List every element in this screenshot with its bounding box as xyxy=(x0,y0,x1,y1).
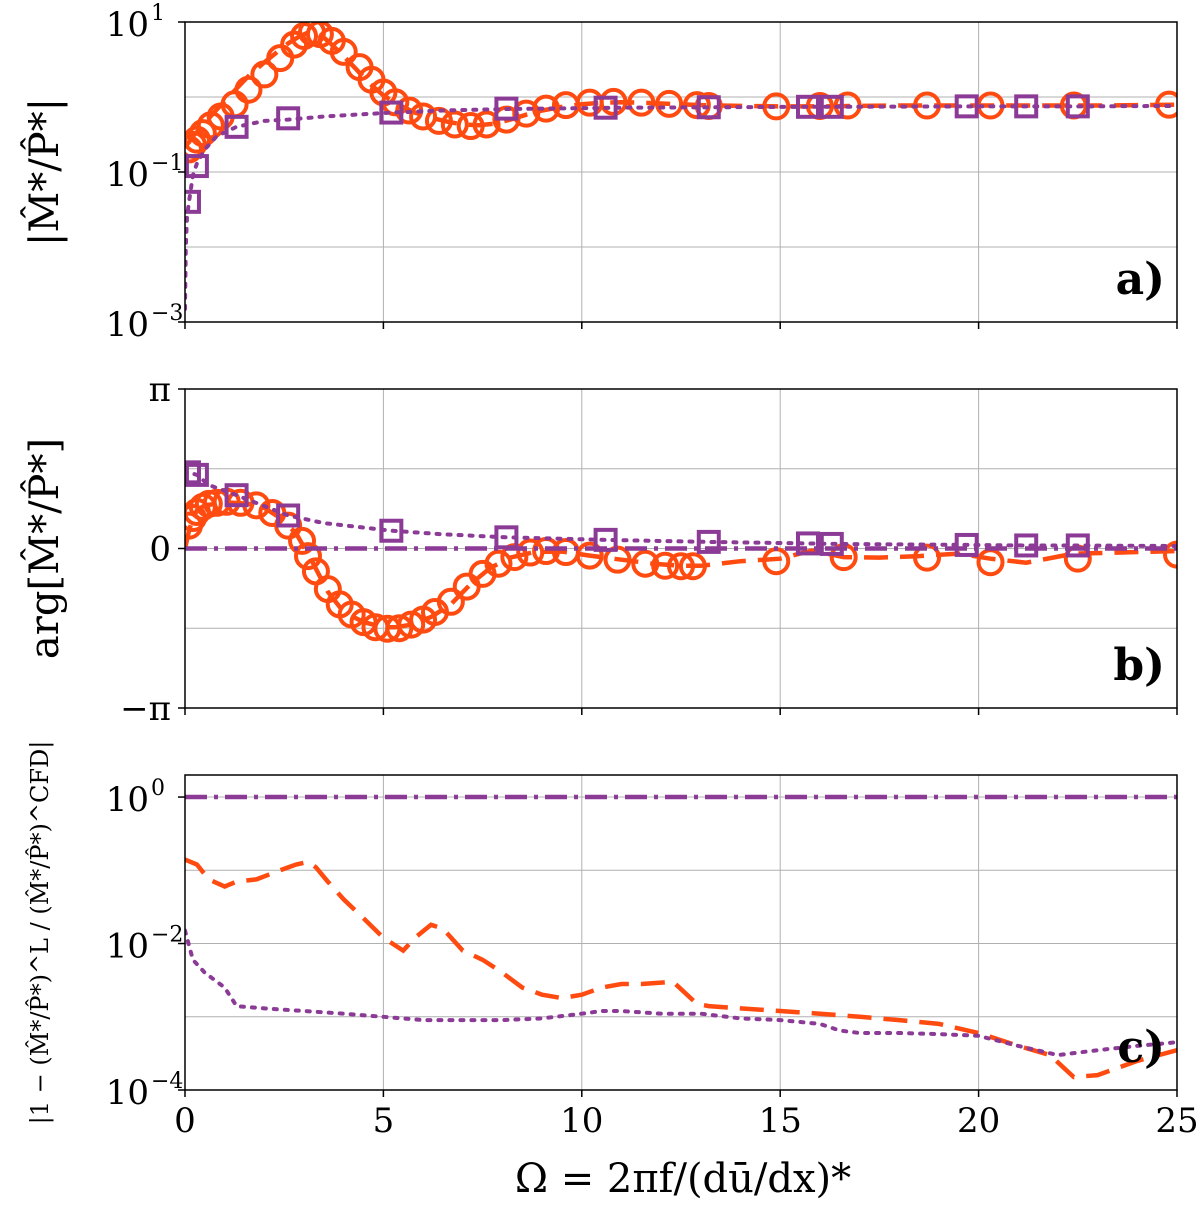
y-axis-label: |M̂*/P̂*| xyxy=(22,98,68,246)
y-tick-label: π xyxy=(149,370,171,410)
panel-letter: c) xyxy=(1117,1022,1165,1073)
panel-letter: a) xyxy=(1116,254,1165,305)
y-tick-label: −π xyxy=(120,689,171,729)
y-axis-label: arg[M̂*/P̂*] xyxy=(22,438,68,659)
y-tick-label: 10 xyxy=(106,155,149,195)
y-tick-label: 10 xyxy=(106,780,149,820)
y-tick-label: 10 xyxy=(106,927,149,967)
figure: 10110−110 −3|M̂*/P̂*|a) π0−πarg[M̂*/P̂*]b… xyxy=(0,0,1200,1207)
plot-area xyxy=(177,462,1189,640)
x-tick-label: 15 xyxy=(759,1101,802,1141)
series-line-purple-dotted-squares xyxy=(185,106,1177,309)
panel-frame xyxy=(185,775,1177,1090)
data-point-circle xyxy=(979,550,1003,574)
y-tick-label: 10 xyxy=(106,1073,149,1113)
series-line-orange-dashed xyxy=(185,860,1177,1078)
y-axis-label: |1 − (M̂*/P̂*)^L / (M̂*/P̂*)^CFD| xyxy=(26,741,55,1125)
y-tick-label: 0 xyxy=(149,530,171,570)
data-point-circle xyxy=(411,104,435,128)
y-tick-label-exponent: −2 xyxy=(151,923,183,948)
plot-area xyxy=(177,20,1181,309)
x-tick-label: 25 xyxy=(1155,1101,1198,1141)
y-tick-label: 10 xyxy=(106,5,149,45)
x-axis-label: Ω = 2πf/(dū/dx)* xyxy=(515,1156,851,1202)
series-line-purple-dotted xyxy=(185,931,1177,1056)
y-tick-label-exponent: −3 xyxy=(151,301,183,326)
x-tick-label: 10 xyxy=(560,1101,603,1141)
y-tick-label-exponent: 1 xyxy=(151,1,165,26)
plot-area xyxy=(185,797,1177,1077)
panel-letter: b) xyxy=(1113,640,1165,691)
panel-b: π 0 −π arg[M̂*/P̂*] b) xyxy=(22,370,1189,729)
x-tick-label: 5 xyxy=(373,1101,395,1141)
x-tick-label: 0 xyxy=(174,1101,196,1141)
y-tick-label-exponent: −1 xyxy=(151,151,183,176)
x-tick-label: 20 xyxy=(957,1101,1000,1141)
y-tick-label-exponent: −4 xyxy=(151,1069,183,1094)
y-tick-label: 10 xyxy=(106,305,149,345)
y-tick-label-exponent: 0 xyxy=(151,776,165,801)
